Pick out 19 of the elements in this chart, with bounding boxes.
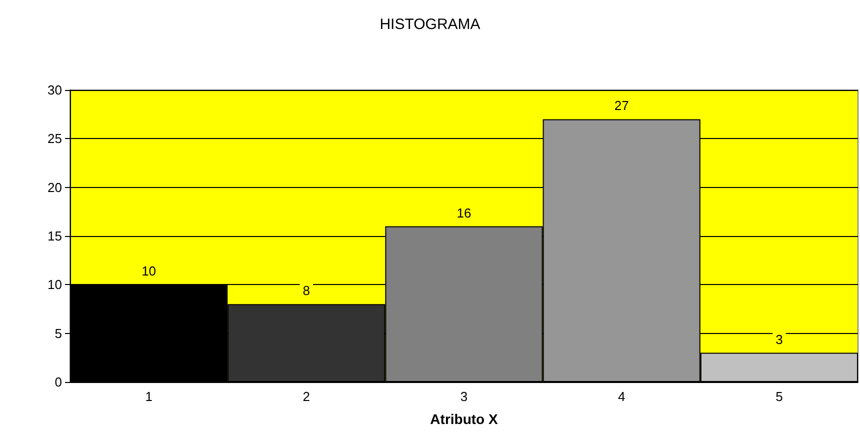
x-tick-label: 3 (460, 389, 468, 404)
data-label: 27 (614, 98, 629, 114)
x-tick-label: 5 (776, 389, 783, 404)
y-tick-label: 5 (54, 326, 62, 341)
y-tick-label: 25 (48, 131, 62, 146)
chart-title: HISTOGRAMA (380, 16, 480, 33)
x-tick-label: 4 (618, 389, 626, 404)
y-tick-label: 10 (48, 277, 62, 292)
y-tick-label: 20 (48, 180, 62, 195)
x-tick-label: 1 (145, 389, 152, 404)
data-label: 3 (776, 332, 783, 347)
x-axis-title: Atributo X (430, 411, 498, 427)
y-tick-label: 15 (48, 228, 62, 244)
data-label: 10 (142, 264, 156, 279)
x-tick-label: 2 (302, 389, 310, 404)
data-label: 8 (302, 283, 310, 298)
data-label: 16 (456, 205, 472, 220)
y-tick-label: 30 (48, 82, 62, 98)
y-tick-label: 0 (54, 374, 62, 390)
